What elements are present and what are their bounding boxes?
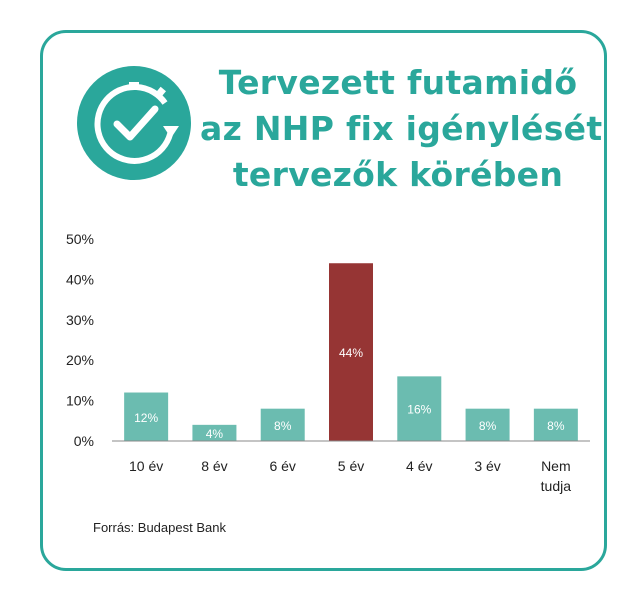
data-label: 4% [206,427,224,441]
data-label: 12% [134,411,158,425]
x-tick-label: 5 év [338,458,364,474]
data-label: 8% [274,419,292,433]
x-tick-label: 10 év [129,458,163,474]
source-note: Forrás: Budapest Bank [93,520,226,535]
bar [329,263,373,441]
x-tick-label: 6 év [269,458,295,474]
bar [397,376,442,441]
y-tick-label: 20% [66,352,94,368]
x-tick-label: 8 év [201,458,227,474]
y-tick-label: 30% [66,312,94,328]
data-label: 8% [479,419,497,433]
title-line-2: az NHP fix igénylését [200,109,603,148]
y-tick-label: 0% [74,433,94,449]
bar [465,408,510,441]
clock-check-icon [77,66,191,180]
title-line-1: Tervezett futamidő [218,63,578,102]
data-label: 44% [339,346,363,360]
x-tick-label: tudja [541,478,572,494]
bar [260,408,305,441]
x-tick-label: 3 év [474,458,500,474]
y-tick-label: 40% [66,271,94,287]
data-label: 16% [407,403,431,417]
x-tick-label: 4 év [406,458,432,474]
bar [124,392,169,441]
chart-title: Tervezett futamidő az NHP fix igénylését… [200,60,603,198]
y-tick-label: 10% [66,393,94,409]
data-label: 8% [547,419,565,433]
title-line-3: tervezők körében [232,155,564,194]
x-tick-label: Nem [541,458,571,474]
bar [533,408,578,441]
bar [192,424,237,441]
y-tick-label: 50% [66,231,94,247]
